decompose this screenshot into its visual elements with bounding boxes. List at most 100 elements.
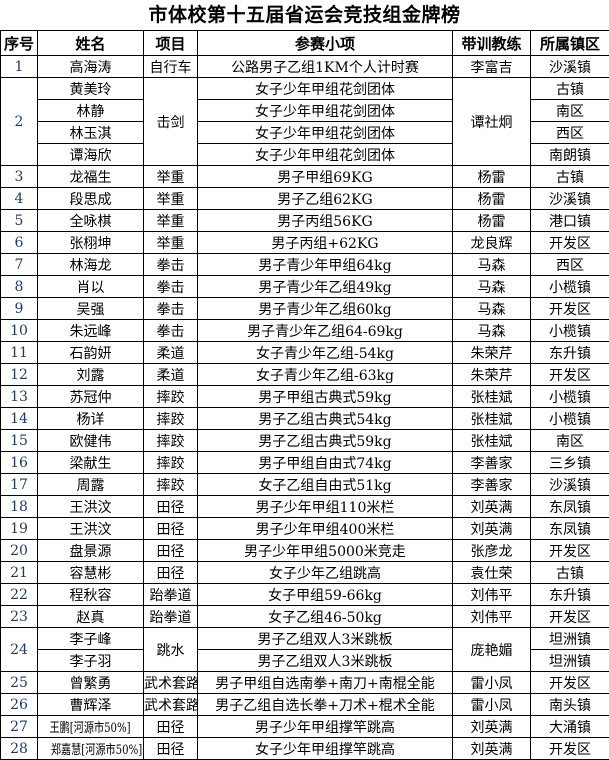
cell-town: 港口镇 — [530, 209, 609, 232]
cell-serial-number: 15 — [0, 429, 38, 452]
cell-athlete-name-text: 苏冠仲 — [69, 389, 112, 406]
cell-serial-number-text: 11 — [10, 344, 28, 361]
cell-sport-text: 田径 — [156, 565, 185, 582]
cell-town: 南头镇 — [530, 693, 609, 716]
cell-athlete-name: 龙福生 — [37, 165, 144, 188]
cell-sport-text: 田径 — [156, 521, 185, 538]
table-row: 26 曹辉泽 武术套路 男子乙组自选长拳+刀术+棍术全能 雷小凤 南头镇 — [0, 693, 609, 716]
cell-coach-text: 雷小凤 — [470, 697, 513, 714]
cell-event-text: 女子少年甲组花剑团体 — [255, 125, 395, 142]
cell-coach: 雷小凤 — [452, 671, 531, 694]
cell-sport-text: 柔道 — [156, 345, 185, 362]
cell-serial-number-text: 23 — [10, 608, 28, 625]
cell-coach: 李善家 — [452, 473, 531, 496]
cell-town-text: 东升镇 — [549, 587, 591, 604]
cell-athlete-name: 刘露 — [37, 363, 144, 386]
cell-serial-number: 24 — [0, 627, 38, 672]
cell-event-text: 男子乙组自选长拳+刀术+棍术全能 — [215, 697, 435, 714]
cell-athlete-name-text: 曾繁勇 — [69, 675, 112, 692]
cell-sport-text: 摔跤 — [156, 455, 185, 472]
cell-town-text: 东升镇 — [549, 345, 591, 362]
cell-event-text: 男子甲组古典式59kg — [258, 389, 392, 406]
cell-event: 女子乙组46-50kg — [197, 605, 453, 628]
cell-event: 男子青少年乙组60kg — [197, 297, 453, 320]
cell-town-text: 小榄镇 — [549, 279, 591, 296]
cell-athlete-name-text: 段思成 — [69, 191, 112, 208]
cell-event-text: 公路男子乙组1KM个人计时赛 — [231, 59, 419, 76]
cell-town: 东凤镇 — [530, 517, 609, 540]
cell-coach-text: 马森 — [477, 257, 506, 274]
cell-athlete-name-text: 杨详 — [76, 411, 105, 428]
cell-coach-text: 杨雷 — [477, 191, 506, 208]
cell-serial-number: 1 — [0, 55, 38, 78]
cell-event: 女子少年甲组花剑团体 — [197, 99, 453, 122]
cell-athlete-name-text: 王洪汶 — [69, 499, 112, 516]
cell-event-text: 男子丙组+62KG — [271, 235, 379, 252]
cell-athlete-name: 全咏棋 — [37, 209, 144, 232]
cell-town: 沙溪镇 — [530, 187, 609, 210]
table-row: 2 黄美玲 击剑 女子少年甲组花剑团体 谭社炯 古镇 — [0, 77, 609, 166]
table-row: 14 杨详 摔跤 男子乙组古典式54kg 张桂斌 小榄镇 — [0, 407, 609, 430]
column-header-event: 参赛小项 — [197, 30, 453, 56]
cell-sport: 拳击 — [143, 275, 198, 298]
cell-town-text: 开发区 — [549, 741, 591, 758]
cell-event: 女子少年甲组花剑团体 — [197, 143, 453, 166]
cell-town-text: 东凤镇 — [549, 521, 591, 538]
cell-event-text: 男子乙组双人3米跳板 — [257, 653, 393, 670]
cell-sport: 举重 — [143, 165, 198, 188]
cell-serial-number: 17 — [0, 473, 38, 496]
cell-sport: 田径 — [143, 495, 198, 518]
cell-town: 南区 — [530, 99, 609, 122]
cell-athlete-name-text: 盘景源 — [69, 543, 112, 560]
cell-sport: 田径 — [143, 737, 198, 760]
cell-athlete-name: 林海龙 — [37, 253, 144, 276]
header-row: 序号 姓名 项目 参赛小项 带训教练 所属镇区 — [0, 30, 609, 56]
cell-event: 男子乙组古典式54kg — [197, 407, 453, 430]
cell-coach-text: 张彦龙 — [470, 543, 513, 560]
cell-athlete-name: 欧健伟 — [37, 429, 144, 452]
cell-town: 古镇 — [530, 77, 609, 100]
cell-event: 女子少年甲组撑竿跳高 — [197, 737, 453, 760]
cell-sport: 武术套路 — [143, 693, 198, 716]
cell-serial-number: 11 — [0, 341, 38, 364]
cell-athlete-name-text: 林静 — [76, 103, 105, 120]
table-row: 27 王鹏[河源市50%] 田径 男子少年甲组撑竿跳高 刘英满 大涌镇 — [0, 715, 609, 738]
cell-sport: 田径 — [143, 517, 198, 540]
cell-coach: 刘英满 — [452, 715, 531, 738]
cell-athlete-name: 王鹏[河源市50%] — [37, 715, 144, 738]
cell-coach: 张彦龙 — [452, 539, 531, 562]
page-title: 市体校第十五届省运会竞技组金牌榜 — [148, 4, 461, 26]
cell-sport: 举重 — [143, 187, 198, 210]
table-row: 7 林海龙 拳击 男子青少年甲组64kg 马森 西区 — [0, 253, 609, 276]
cell-serial-number-text: 25 — [10, 674, 28, 691]
cell-coach-text: 刘伟平 — [470, 609, 513, 626]
cell-event: 男子少年甲组撑竿跳高 — [197, 715, 453, 738]
table-row: 1 高海涛 自行车 公路男子乙组1KM个人计时赛 李富吉 沙溪镇 — [0, 55, 609, 78]
cell-town-text: 坦洲镇 — [549, 631, 591, 648]
table-row: 17 周露 摔跤 女子乙组自由式51kg 李善家 沙溪镇 — [0, 473, 609, 496]
cell-town: 开发区 — [530, 231, 609, 254]
cell-sport-text: 跆拳道 — [149, 609, 192, 626]
cell-athlete-name: 梁献生 — [37, 451, 144, 474]
cell-sport-text: 拳击 — [156, 257, 185, 274]
cell-event-text: 男子青少年甲组64kg — [258, 257, 392, 274]
cell-event-text: 男子乙组双人3米跳板 — [257, 631, 393, 648]
table-row: 13 苏冠仲 摔跤 男子甲组古典式59kg 张桂斌 小榄镇 — [0, 385, 609, 408]
cell-athlete-name: 肖以 — [37, 275, 144, 298]
cell-sport: 柔道 — [143, 341, 198, 364]
cell-coach: 马森 — [452, 253, 531, 276]
cell-event: 男子乙组双人3米跳板 — [197, 627, 453, 650]
cell-event-text: 男子甲组69KG — [277, 169, 373, 186]
cell-town-text: 港口镇 — [549, 213, 591, 230]
cell-coach-text: 李善家 — [470, 477, 513, 494]
cell-coach: 杨雷 — [452, 187, 531, 210]
cell-event-text: 女子少年甲组花剑团体 — [255, 147, 395, 164]
cell-town-text: 东凤镇 — [549, 499, 591, 516]
cell-event: 男子乙组自选长拳+刀术+棍术全能 — [197, 693, 453, 716]
cell-event: 男子乙组62KG — [197, 187, 453, 210]
cell-sport: 柔道 — [143, 363, 198, 386]
cell-serial-number-text: 2 — [14, 113, 24, 130]
cell-sport-text: 摔跤 — [156, 433, 185, 450]
cell-coach: 张桂斌 — [452, 385, 531, 408]
